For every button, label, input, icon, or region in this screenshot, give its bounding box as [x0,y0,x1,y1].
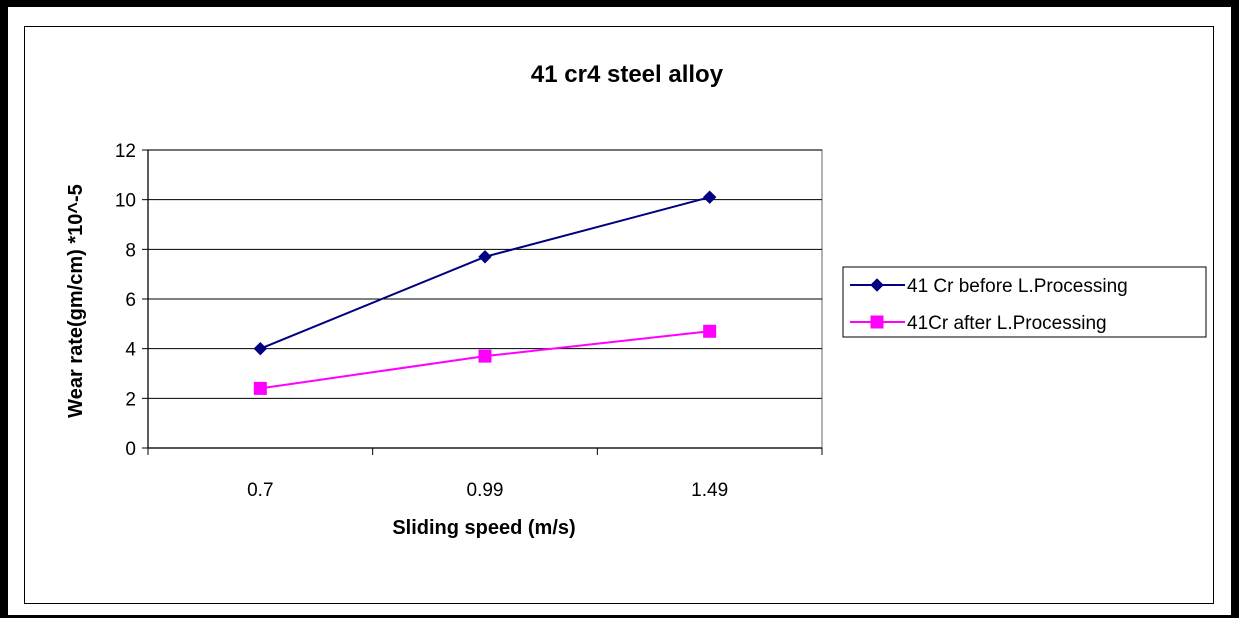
legend-label: 41Cr after L.Processing [907,313,1107,334]
y-tick-label: 0 [125,439,136,460]
data-point [703,324,717,338]
data-point [253,341,268,356]
x-tick-label: 0.99 [467,480,504,501]
y-tick-label: 4 [125,340,136,361]
series-layer [253,190,717,395]
legend-label: 41 Cr before L.Processing [907,276,1128,297]
data-point [702,190,717,204]
legend-marker [870,278,884,292]
y-tick-label: 10 [115,191,136,212]
series-2 [253,324,717,395]
x-tick-label: 0.7 [247,480,273,501]
data-point [478,349,492,363]
y-tick-label: 8 [125,240,136,261]
x-axis-title: Sliding speed (m/s) [392,517,575,539]
y-axis-title: Wear rate(gm/cm) *10^-5 [65,184,87,418]
y-tick-label: 2 [125,389,136,410]
data-point [253,381,267,395]
x-axis-ticks: 0.7 0.99 1.49 [147,448,823,501]
y-tick-label: 6 [125,290,136,311]
data-point [478,250,492,264]
chart-title: 41 cr4 steel alloy [531,61,724,88]
legend-box [842,266,1207,338]
legend: 41 Cr before L.Processing 41Cr after L.Pr… [842,266,1207,338]
x-tick-label: 1.49 [691,480,728,501]
chart-area-frame [24,26,1214,604]
y-axis-ticks: 0 2 4 6 8 10 12 [115,141,148,460]
series-1 [253,190,717,356]
y-tick-label: 12 [115,141,136,162]
plot-area: 0 2 4 6 8 10 12 0.7 0.99 1.49 [115,141,823,501]
legend-marker [870,315,884,329]
